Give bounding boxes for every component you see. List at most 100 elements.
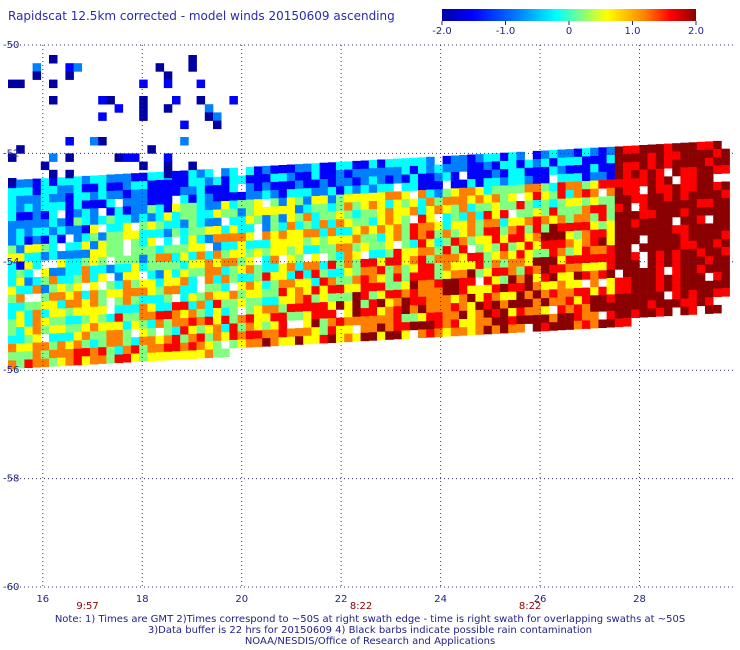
wind-cell xyxy=(147,213,156,222)
wind-cell xyxy=(385,232,394,242)
page-title: Rapidscat 12.5km corrected - model winds… xyxy=(8,9,395,23)
wind-cell xyxy=(401,289,411,298)
wind-cell xyxy=(278,214,288,223)
wind-cell xyxy=(713,206,722,215)
wind-cell xyxy=(245,207,255,217)
wind-cell xyxy=(360,201,370,210)
wind-cell xyxy=(40,235,50,245)
wind-cell xyxy=(188,55,197,64)
wind-cell xyxy=(565,321,575,330)
wind-cell xyxy=(270,231,279,240)
wind-cell xyxy=(409,239,419,249)
wind-cell xyxy=(106,313,115,323)
wind-cell xyxy=(188,276,197,286)
wind-cell xyxy=(573,263,583,272)
wind-cell xyxy=(81,348,91,357)
wind-cell xyxy=(655,201,665,210)
wind-cell xyxy=(147,344,156,353)
wind-cell xyxy=(623,252,632,261)
wind-cell xyxy=(16,228,25,238)
wind-cell xyxy=(655,308,665,317)
wind-cell xyxy=(98,347,107,356)
wind-cell xyxy=(614,212,624,221)
wind-cell xyxy=(204,251,214,260)
wind-cell xyxy=(508,267,517,276)
wind-cell xyxy=(155,294,165,304)
wind-cell xyxy=(475,326,484,335)
wind-cell xyxy=(688,158,698,168)
wind-cell xyxy=(639,284,648,293)
wind-cell xyxy=(336,317,345,327)
wind-cell xyxy=(221,291,230,300)
wind-cell xyxy=(491,202,501,211)
wind-cell xyxy=(623,309,632,319)
wind-cell xyxy=(434,181,443,190)
wind-cell xyxy=(639,243,648,252)
wind-cell xyxy=(32,252,42,261)
wind-cell xyxy=(254,174,263,184)
wind-cell xyxy=(286,246,296,255)
lon-tick-label: 18 xyxy=(136,594,149,605)
wind-cell xyxy=(286,205,296,214)
wind-cell xyxy=(336,211,345,220)
wind-cell xyxy=(344,227,353,236)
wind-cell xyxy=(270,255,279,265)
wind-cell xyxy=(713,280,722,289)
wind-cell xyxy=(32,195,42,204)
wind-cell xyxy=(573,279,583,289)
wind-cell xyxy=(131,173,140,182)
wind-cell xyxy=(336,276,345,286)
wind-cell xyxy=(270,296,279,306)
wind-cell xyxy=(508,217,517,227)
wind-cell xyxy=(352,177,361,186)
wind-cell xyxy=(237,224,247,234)
wind-cell xyxy=(319,302,329,311)
wind-cell xyxy=(172,334,181,344)
wind-cell xyxy=(286,328,296,337)
wind-cell xyxy=(475,154,484,163)
wind-cell xyxy=(237,208,247,217)
wind-cell xyxy=(672,208,681,218)
wind-cell xyxy=(360,226,370,235)
wind-cell xyxy=(516,233,525,243)
wind-cell xyxy=(188,301,197,310)
wind-cell xyxy=(32,342,42,352)
wind-cell xyxy=(90,257,99,266)
wind-cell xyxy=(106,338,115,347)
wind-cell xyxy=(426,288,435,297)
wind-cell xyxy=(565,165,575,174)
wind-cell xyxy=(467,220,476,229)
wind-cell xyxy=(467,285,476,295)
wind-cell xyxy=(631,260,640,269)
wind-cell xyxy=(122,304,132,314)
wind-cell xyxy=(196,308,206,318)
wind-cell xyxy=(639,292,648,302)
wind-cell xyxy=(147,188,156,198)
wind-cell xyxy=(278,288,288,297)
wind-cell xyxy=(65,340,74,350)
note-line-1: Note: 1) Times are GMT 2)Times correspon… xyxy=(54,614,686,625)
wind-cell xyxy=(24,203,33,213)
wind-cell xyxy=(65,299,74,309)
wind-cell xyxy=(614,277,624,287)
wind-cell xyxy=(368,332,378,341)
wind-cell xyxy=(188,202,197,212)
wind-cell xyxy=(655,226,665,235)
wind-cell xyxy=(508,168,517,178)
wind-cell xyxy=(139,221,148,231)
wind-cell xyxy=(319,220,329,229)
wind-cell xyxy=(81,225,91,234)
wind-cell xyxy=(270,304,279,314)
wind-cell xyxy=(500,267,509,276)
wind-cell xyxy=(16,187,25,197)
wind-cell xyxy=(532,159,542,168)
wind-cell xyxy=(582,304,591,313)
wind-cell xyxy=(295,221,304,230)
wind-cell xyxy=(155,311,165,320)
wind-cell xyxy=(426,238,435,248)
wind-cell xyxy=(352,316,361,326)
wind-cell xyxy=(24,179,33,188)
wind-cell xyxy=(401,297,411,307)
wind-cell xyxy=(713,288,722,297)
wind-cell xyxy=(98,216,107,225)
